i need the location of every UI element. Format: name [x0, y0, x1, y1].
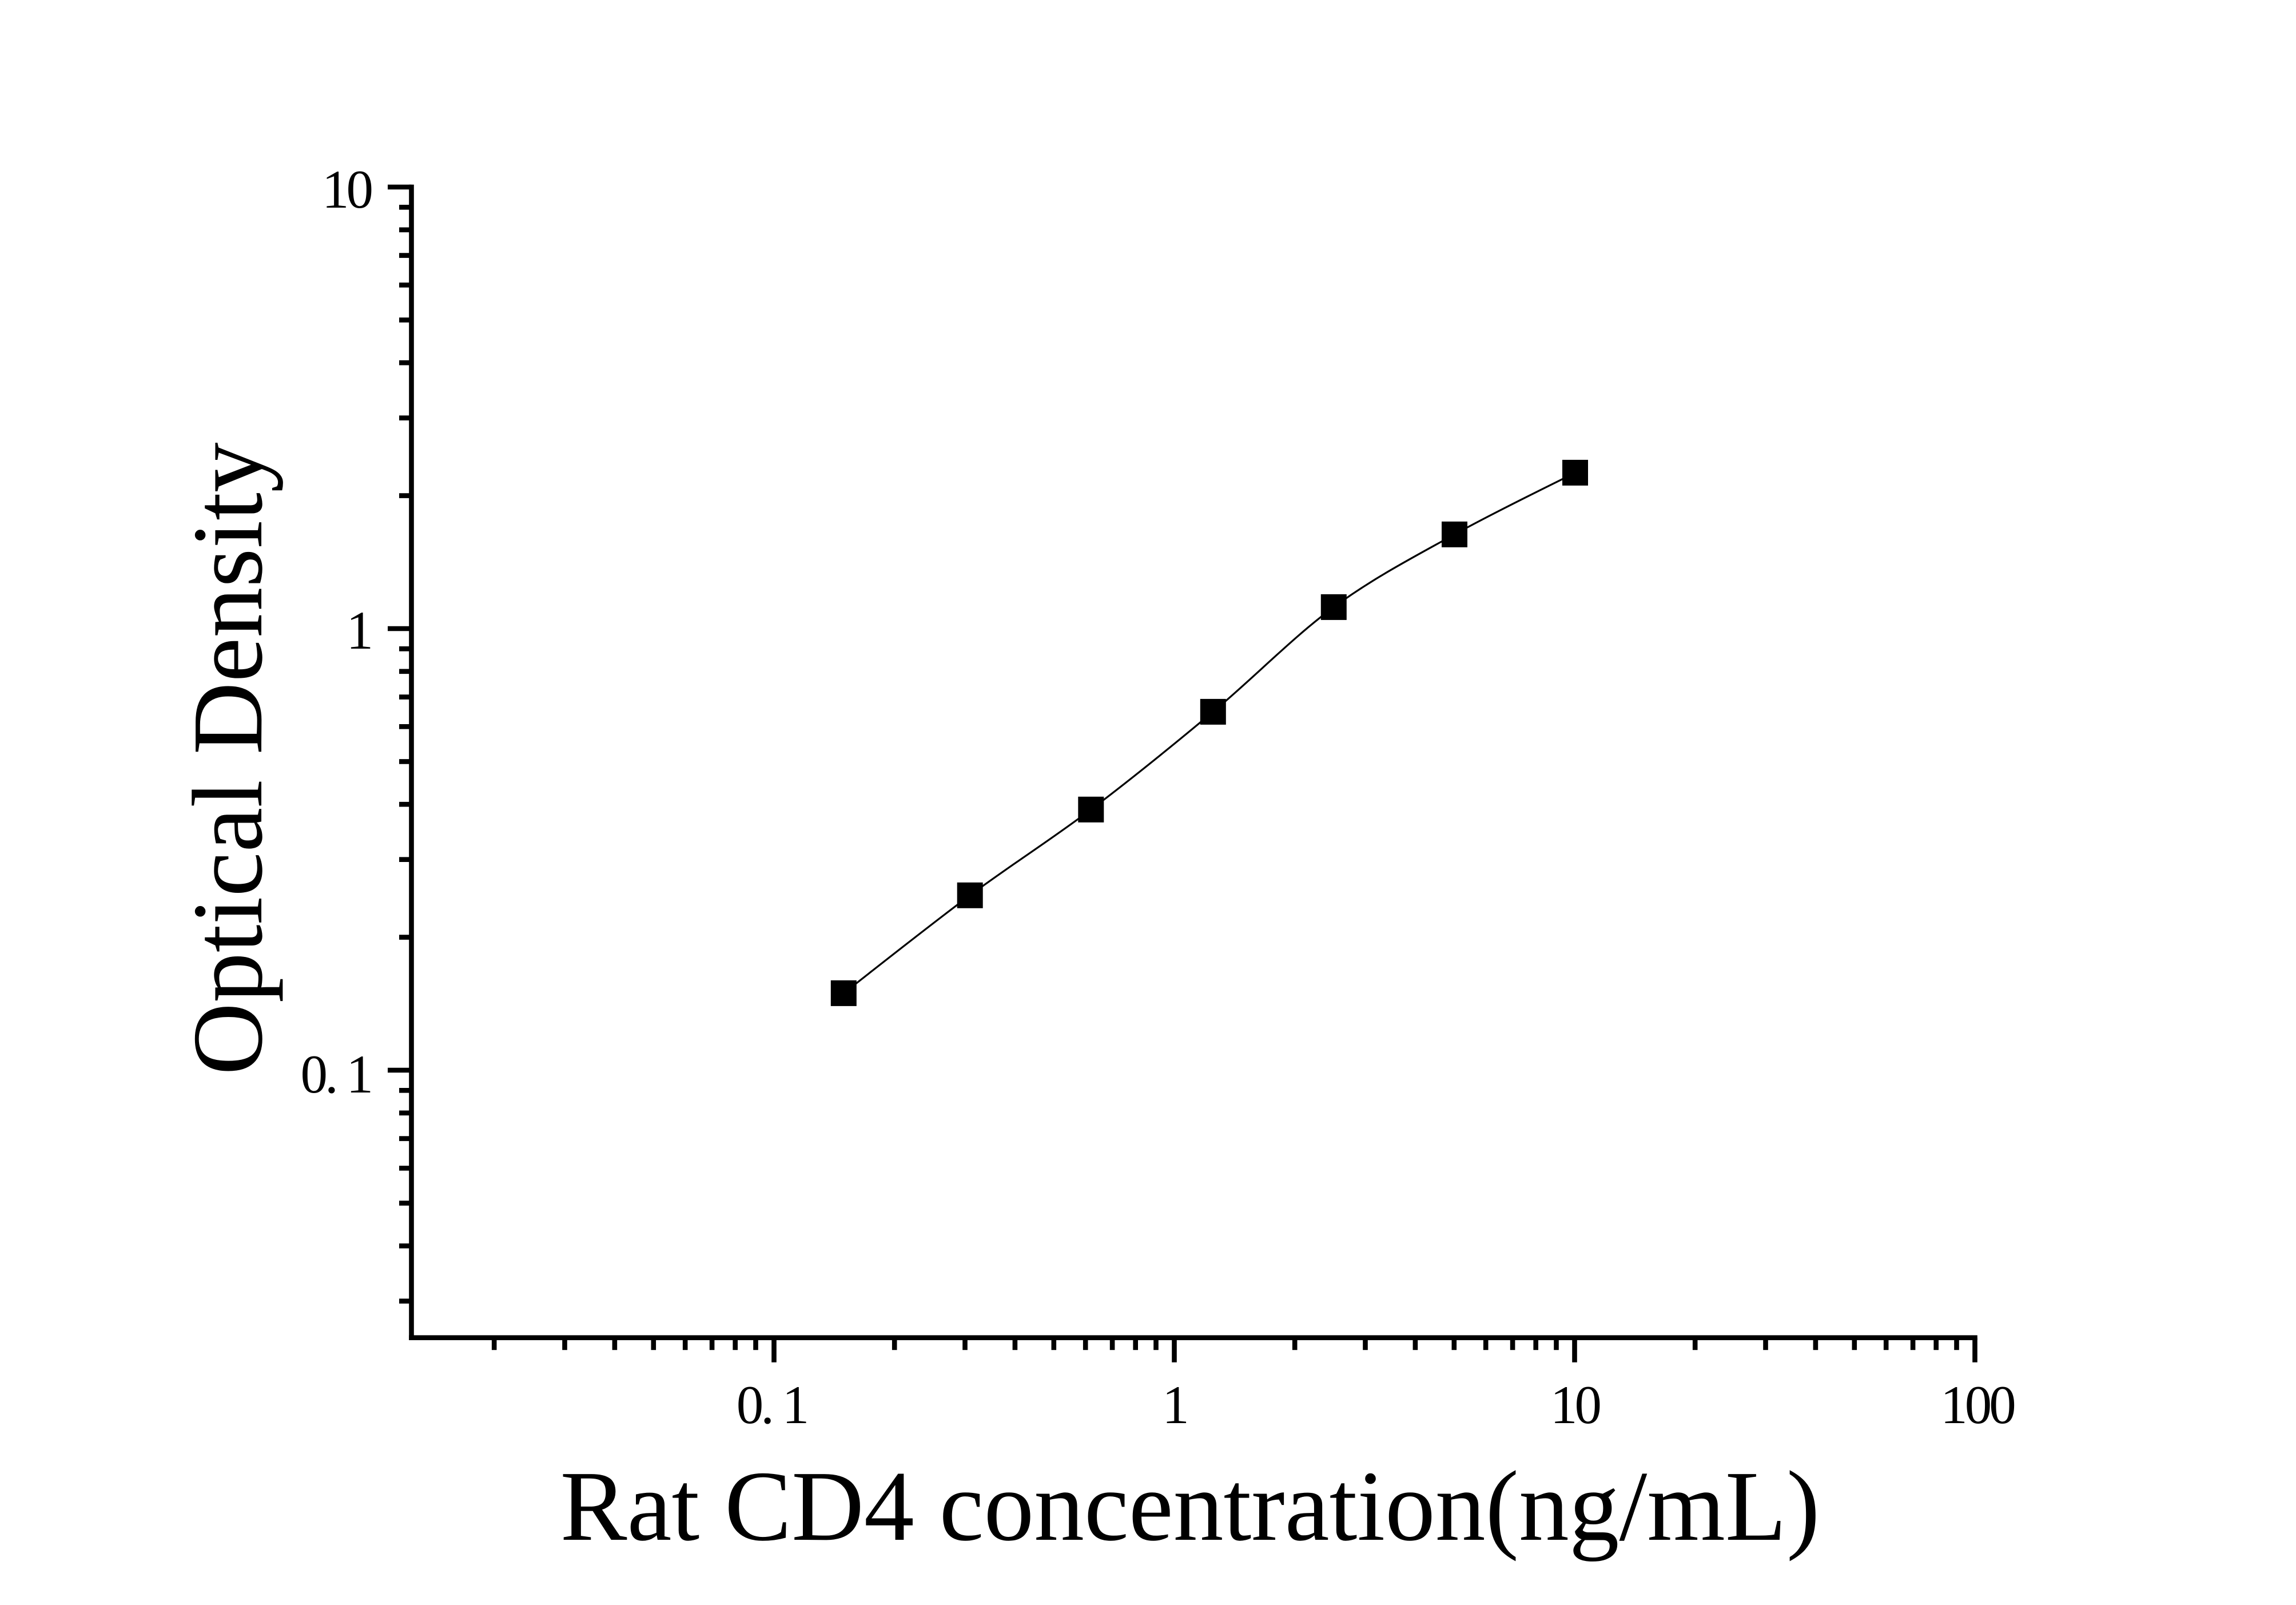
svg-text:100: 100: [1940, 1374, 2014, 1435]
svg-text:1: 1: [347, 600, 371, 661]
svg-text:0. 1: 0. 1: [301, 1044, 371, 1105]
svg-text:0. 1: 0. 1: [737, 1374, 807, 1435]
svg-text:Rat CD4 concentration(ng/mL): Rat CD4 concentration(ng/mL): [560, 1451, 1820, 1562]
svg-text:Optical Density: Optical Density: [172, 442, 283, 1075]
svg-text:1: 1: [1162, 1374, 1187, 1435]
svg-text:10: 10: [1550, 1374, 1600, 1435]
svg-text:10: 10: [322, 159, 372, 220]
